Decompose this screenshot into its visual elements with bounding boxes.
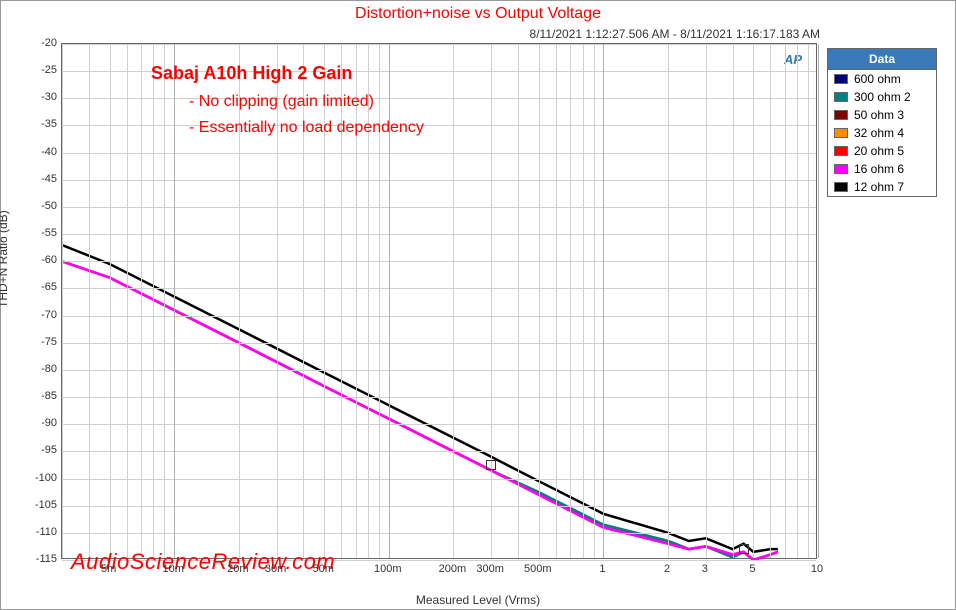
- legend-item: 50 ohm 3: [828, 106, 936, 124]
- legend-label: 600 ohm: [854, 72, 901, 86]
- x-tick-label: 200m: [439, 563, 467, 575]
- legend-swatch: [834, 146, 848, 156]
- y-tick-label: -50: [41, 200, 57, 212]
- plot-area: AP: [61, 43, 817, 559]
- y-tick-label: -30: [41, 91, 57, 103]
- legend-item: 600 ohm: [828, 70, 936, 88]
- series-line: [62, 261, 778, 560]
- series-line: [62, 261, 778, 560]
- series-line: [62, 261, 778, 560]
- timestamp: 8/11/2021 1:12:27.506 AM - 8/11/2021 1:1…: [530, 27, 820, 41]
- x-tick-label: 3: [702, 563, 708, 575]
- annotation-text: Sabaj A10h High 2 Gain: [151, 63, 352, 84]
- series-line: [62, 261, 778, 560]
- legend-label: 12 ohm 7: [854, 180, 904, 194]
- y-tick-label: -70: [41, 309, 57, 321]
- legend: Data 600 ohm 300 ohm 2 50 ohm 3 32 ohm 4 20 …: [827, 48, 937, 197]
- legend-header: Data: [828, 49, 936, 70]
- x-tick-label: 30m: [265, 563, 286, 575]
- y-tick-label: -115: [36, 553, 57, 565]
- x-tick-label: 5: [749, 563, 755, 575]
- data-marker: [739, 544, 749, 554]
- x-tick-label: 50m: [313, 563, 334, 575]
- x-tick-label: 300m: [476, 563, 504, 575]
- y-tick-label: -55: [41, 227, 57, 239]
- x-tick-label: 1: [599, 563, 605, 575]
- annotation-text: - No clipping (gain limited): [189, 93, 374, 111]
- x-tick-label: 10m: [163, 563, 184, 575]
- series-line: [62, 261, 778, 560]
- y-tick-label: -85: [41, 390, 57, 402]
- legend-item: 12 ohm 7: [828, 178, 936, 196]
- legend-swatch: [834, 92, 848, 102]
- y-tick-label: -45: [41, 173, 57, 185]
- legend-item: 300 ohm 2: [828, 88, 936, 106]
- y-tick-label: -90: [41, 417, 57, 429]
- legend-swatch: [834, 164, 848, 174]
- legend-swatch: [834, 74, 848, 84]
- legend-label: 32 ohm 4: [854, 126, 904, 140]
- legend-label: 300 ohm 2: [854, 90, 911, 104]
- y-tick-label: -65: [41, 281, 57, 293]
- x-tick-label: 20m: [227, 563, 248, 575]
- y-tick-label: -35: [41, 118, 57, 130]
- y-tick-label: -60: [41, 254, 57, 266]
- legend-swatch: [834, 110, 848, 120]
- x-tick-label: 500m: [524, 563, 552, 575]
- y-tick-label: -75: [41, 336, 57, 348]
- ap-logo: AP: [778, 50, 808, 68]
- annotation-text: - Essentially no load dependency: [189, 119, 424, 137]
- x-tick-label: 5m: [101, 563, 116, 575]
- legend-label: 50 ohm 3: [854, 108, 904, 122]
- x-tick-label: 10: [811, 563, 823, 575]
- y-tick-label: -20: [41, 37, 57, 49]
- legend-item: 20 ohm 5: [828, 142, 936, 160]
- chart-title: Distortion+noise vs Output Voltage: [355, 5, 601, 23]
- legend-item: 16 ohm 6: [828, 160, 936, 178]
- y-tick-label: -110: [36, 526, 57, 538]
- y-tick-label: -25: [41, 64, 57, 76]
- y-tick-label: -80: [41, 363, 57, 375]
- legend-item: 32 ohm 4: [828, 124, 936, 142]
- y-tick-label: -95: [41, 444, 57, 456]
- y-tick-label: -105: [35, 499, 57, 511]
- x-tick-label: 100m: [374, 563, 402, 575]
- legend-label: 16 ohm 6: [854, 162, 904, 176]
- x-axis-label: Measured Level (Vrms): [416, 593, 540, 607]
- legend-label: 20 ohm 5: [854, 144, 904, 158]
- y-tick-label: -100: [35, 472, 57, 484]
- y-axis-label: THD+N Ratio (dB): [0, 210, 10, 308]
- data-marker: [486, 460, 496, 470]
- x-tick-label: 2: [664, 563, 670, 575]
- legend-swatch: [834, 182, 848, 192]
- series-line: [62, 261, 778, 560]
- y-tick-label: -40: [41, 146, 57, 158]
- legend-swatch: [834, 128, 848, 138]
